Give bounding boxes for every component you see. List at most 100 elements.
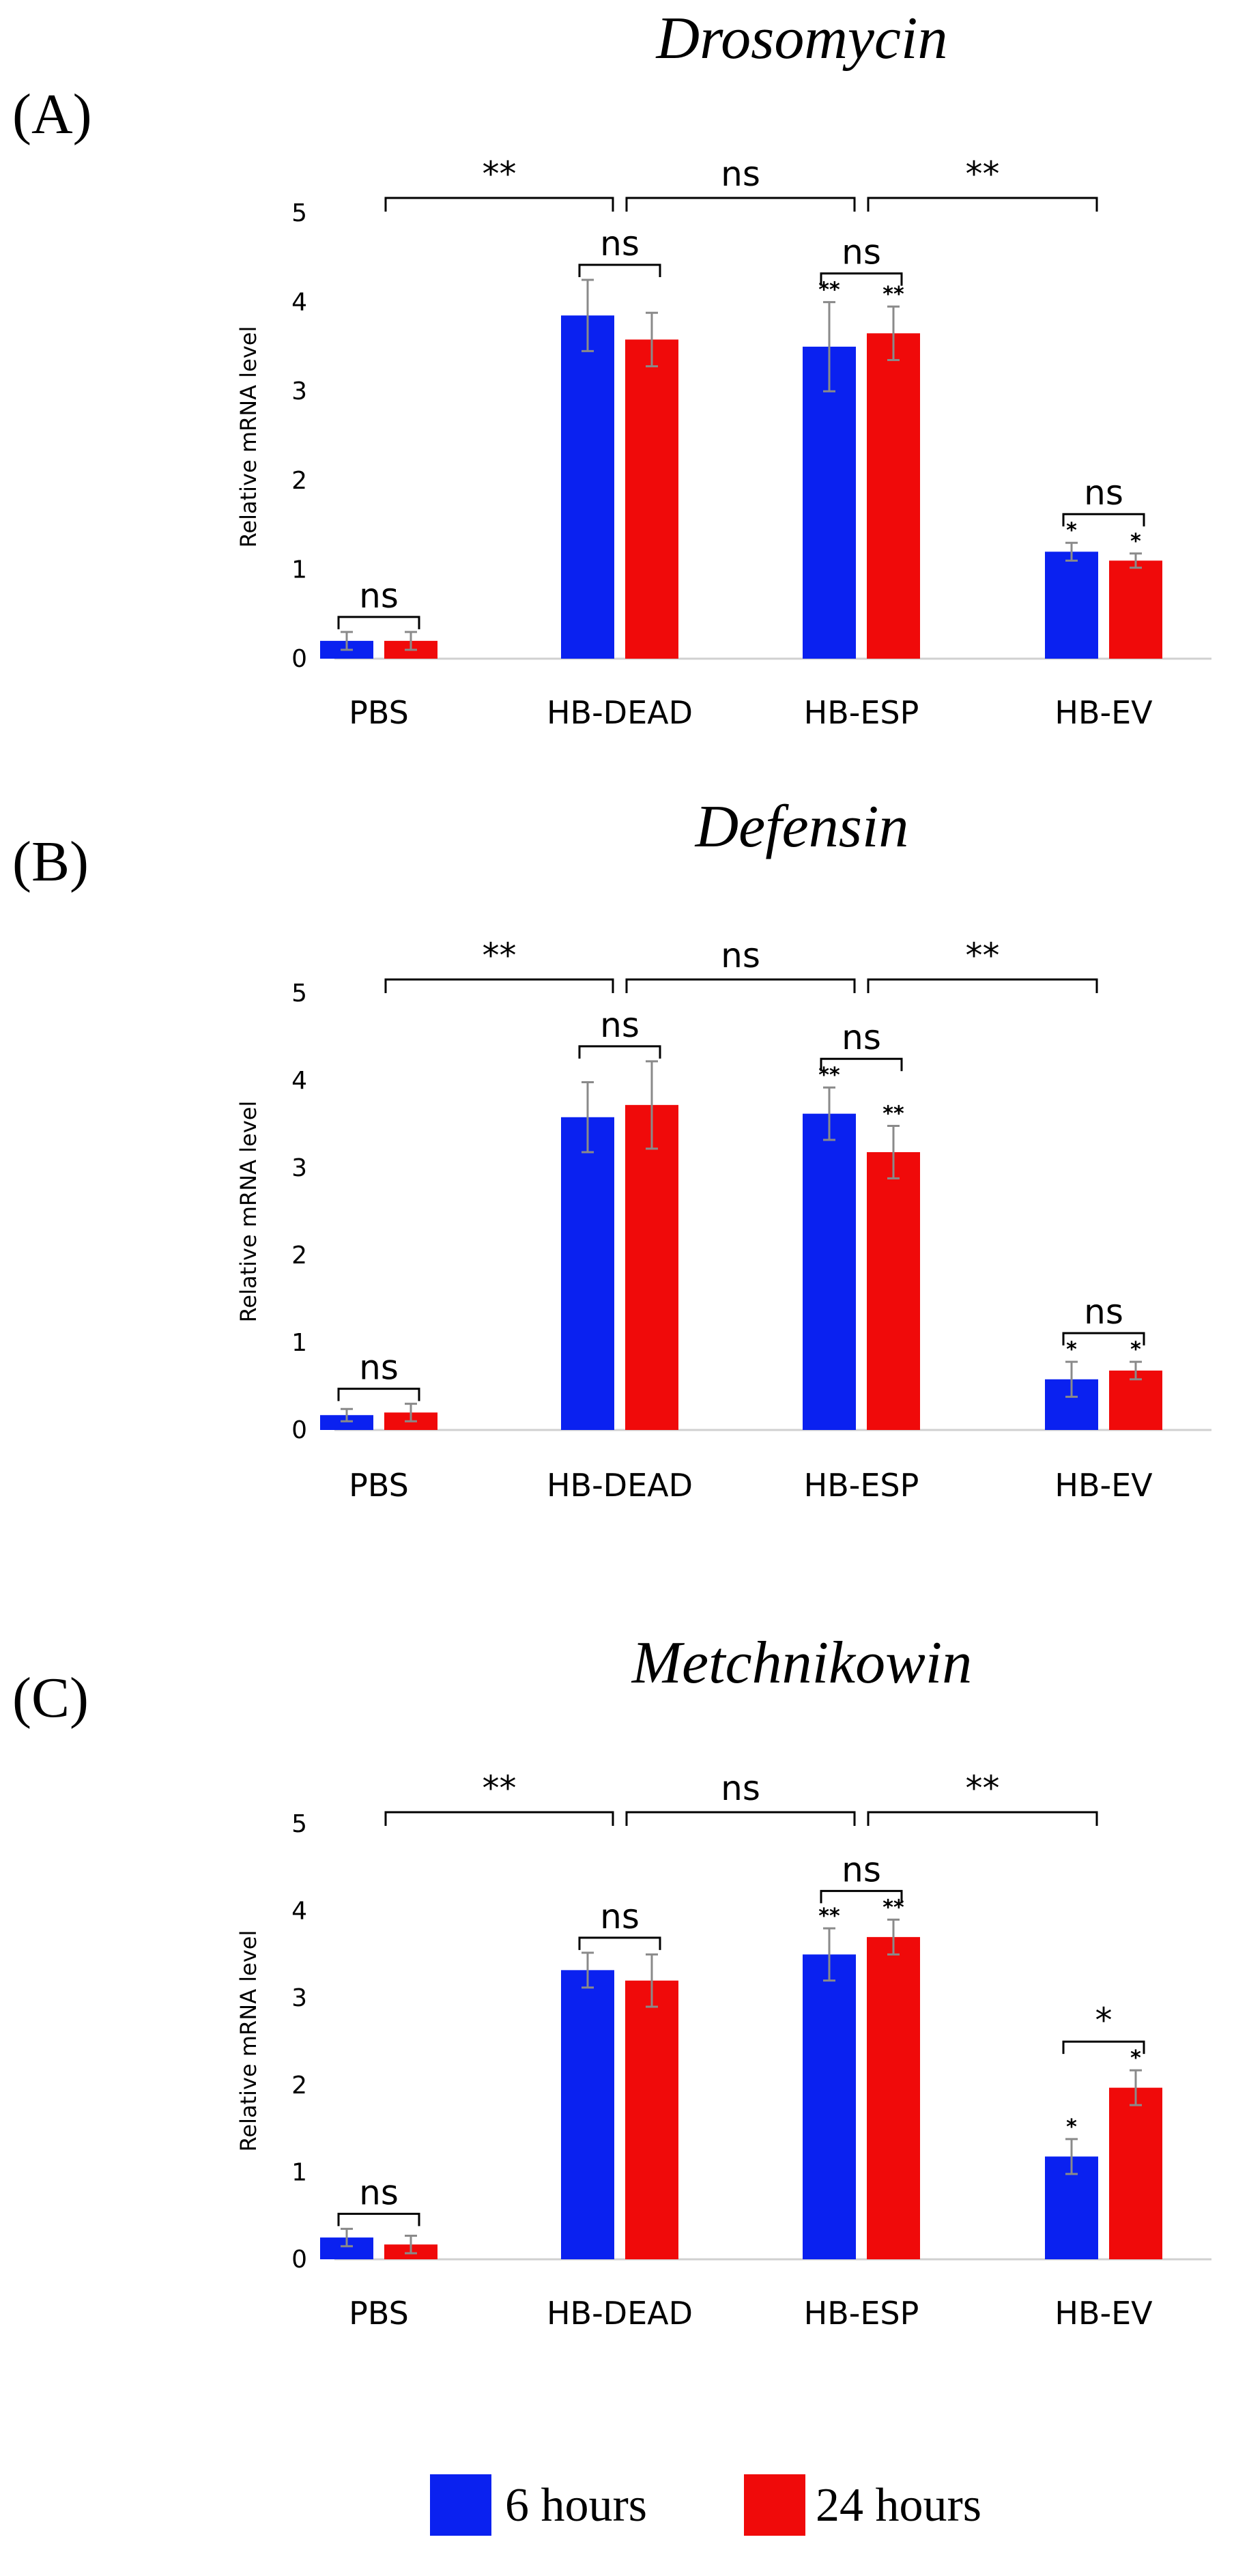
significance-star: *: [1066, 519, 1077, 543]
pair-bracket: [578, 1936, 661, 1950]
group-bracket: [625, 197, 856, 212]
pair-annotation: ns: [842, 1850, 881, 1889]
bar-24-hours-HB-EV: [1109, 560, 1162, 659]
y-tick-label: 1: [291, 556, 307, 584]
pair-annotation: ns: [359, 576, 399, 616]
bar-6-hours-HB-ESP: [803, 346, 856, 659]
group-annotation: **: [483, 154, 517, 194]
group-bracket: [625, 1811, 856, 1826]
y-tick-label: 1: [291, 2158, 307, 2186]
bar-6-hours-PBS: [320, 1415, 373, 1430]
bar-24-hours-HB-DEAD: [625, 339, 678, 659]
panel-3: (C) Metchnikowin 0 1 2 3 4 5 Relative mRNA level…: [12, 1630, 1211, 2332]
bar-24-hours-HB-EV: [1109, 1370, 1162, 1430]
panel-letter: (A): [12, 83, 92, 146]
group-bracket: [867, 197, 1098, 212]
bar-6-hours-HB-ESP: [803, 1113, 856, 1430]
y-tick-label: 2: [291, 2072, 307, 2100]
bar-24-hours-HB-DEAD: [625, 1980, 678, 2259]
legend-swatch: [430, 2474, 491, 2536]
category-label: PBS: [349, 694, 409, 731]
group-annotation: **: [483, 936, 517, 975]
pair-bracket: [337, 616, 420, 629]
group-bracket: [625, 978, 856, 993]
y-tick-label: 0: [291, 2246, 307, 2274]
y-tick-label: 5: [291, 979, 307, 1007]
pair-bracket: [578, 263, 661, 277]
bar-6-hours-HB-DEAD: [561, 1117, 614, 1430]
y-tick-label: 3: [291, 1984, 307, 2012]
y-axis-label: Relative mRNA level: [235, 1101, 261, 1323]
significance-star: **: [883, 1102, 904, 1126]
category-label: HB-EV: [1054, 694, 1153, 731]
category-label: HB-ESP: [804, 2295, 919, 2332]
legend: 6 hours 24 hours: [430, 2474, 981, 2536]
category-label: HB-DEAD: [547, 1467, 693, 1504]
legend-label: 6 hours: [505, 2479, 647, 2532]
pair-bracket: [578, 1045, 661, 1059]
significance-star: *: [1066, 2115, 1077, 2139]
group-annotation: ns: [721, 1769, 760, 1808]
significance-star: **: [818, 1063, 840, 1087]
significance-star: *: [1130, 1338, 1141, 1362]
pair-bracket: [1062, 513, 1145, 527]
y-axis-label: Relative mRNA level: [235, 326, 261, 548]
y-tick-label: 3: [291, 1154, 307, 1182]
bar-24-hours-HB-EV: [1109, 2087, 1162, 2259]
y-tick-label: 2: [291, 1242, 307, 1270]
pair-annotation: ns: [600, 224, 640, 263]
pair-annotation: *: [1095, 2001, 1113, 2040]
bar-6-hours-HB-DEAD: [561, 1970, 614, 2259]
y-tick-label: 4: [291, 1898, 307, 1926]
pair-bracket: [337, 2212, 420, 2227]
group-annotation: **: [966, 154, 1000, 194]
significance-star: **: [818, 1904, 840, 1928]
group-annotation: **: [966, 936, 1000, 975]
y-tick-label: 0: [291, 1416, 307, 1444]
bar-6-hours-HB-EV: [1045, 552, 1098, 659]
legend-swatch: [744, 2474, 805, 2536]
significance-star: *: [1066, 1338, 1077, 1362]
significance-star: *: [1130, 530, 1141, 554]
y-axis-label: Relative mRNA level: [235, 1930, 261, 2152]
group-bracket: [867, 978, 1098, 993]
bar-24-hours-HB-ESP: [867, 1151, 920, 1430]
significance-star: **: [818, 278, 840, 302]
group-bracket: [384, 197, 614, 212]
category-label: HB-DEAD: [547, 2295, 693, 2332]
y-tick-label: 5: [291, 199, 307, 227]
y-tick-label: 4: [291, 1067, 307, 1095]
group-bracket: [384, 978, 614, 993]
group-bracket: [867, 1811, 1098, 1826]
group-annotation: **: [483, 1769, 517, 1808]
category-label: HB-ESP: [804, 1467, 919, 1504]
bar-24-hours-HB-DEAD: [625, 1104, 678, 1430]
legend-label: 24 hours: [816, 2479, 981, 2532]
group-annotation: **: [966, 1769, 1000, 1808]
bar-24-hours-HB-ESP: [867, 333, 920, 659]
panel-1: (A) Drosomycin 0 1 2 3 4 5 Relative mRNA level PB…: [12, 5, 1211, 731]
group-annotation: ns: [721, 154, 760, 194]
y-tick-label: 0: [291, 645, 307, 673]
group-bracket: [384, 1811, 614, 1826]
panel-title: Defensin: [695, 794, 909, 860]
bar-6-hours-HB-DEAD: [561, 315, 614, 659]
bar-6-hours-HB-ESP: [803, 1954, 856, 2259]
panel-title: Drosomycin: [656, 5, 948, 72]
category-label: HB-DEAD: [547, 694, 693, 731]
panel-letter: (C): [12, 1666, 89, 1730]
y-tick-label: 2: [291, 467, 307, 495]
category-label: PBS: [349, 2295, 409, 2332]
pair-annotation: ns: [359, 2173, 399, 2212]
significance-star: *: [1130, 2046, 1141, 2070]
panel-2: (B) Defensin 0 1 2 3 4 5 Relative mRNA level PBS H…: [12, 794, 1211, 1504]
y-tick-label: 1: [291, 1329, 307, 1357]
y-tick-label: 5: [291, 1810, 307, 1838]
y-tick-label: 4: [291, 289, 307, 317]
significance-star: **: [883, 283, 904, 306]
pair-bracket: [820, 1889, 903, 1904]
pair-bracket: [337, 1388, 420, 1401]
pair-annotation: ns: [1084, 473, 1123, 513]
panel-letter: (B): [12, 830, 89, 893]
